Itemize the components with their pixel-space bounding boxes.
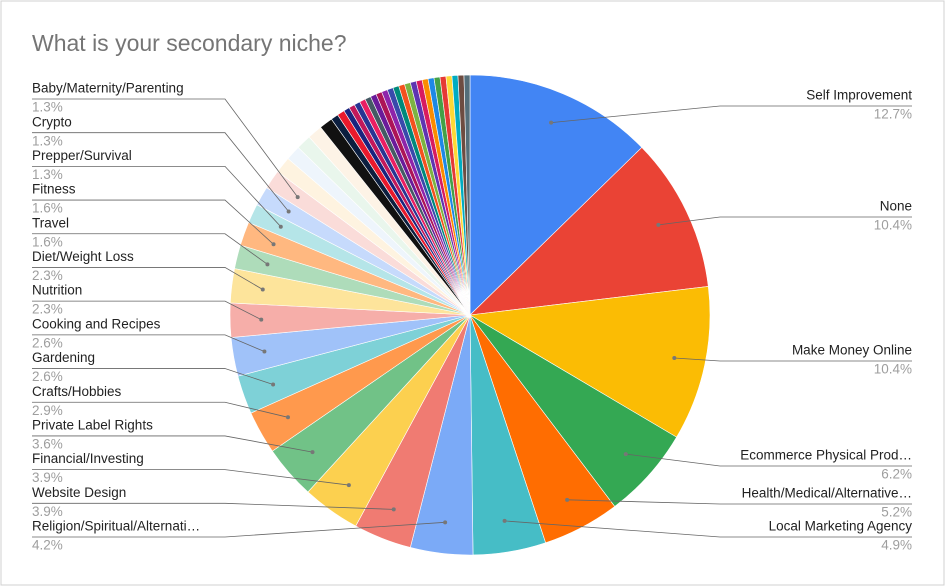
leader-dot <box>656 222 661 227</box>
slice-value-label: 5.2% <box>881 505 912 520</box>
slice-value-label: 10.4% <box>874 362 912 377</box>
slice-value-label: 2.6% <box>32 369 63 384</box>
slice-label: Religion/Spiritual/Alternati… <box>32 519 200 534</box>
slice-value-label: 2.6% <box>32 335 63 350</box>
slice-label: None <box>880 199 912 214</box>
slice-value-label: 12.7% <box>874 107 912 122</box>
slice-value-label: 2.9% <box>32 403 63 418</box>
leader-dot <box>443 520 448 525</box>
pie-slice <box>469 286 711 438</box>
slice-label: Cooking and Recipes <box>32 316 161 331</box>
slice-value-label: 2.3% <box>32 302 63 317</box>
leader-dot <box>346 483 351 488</box>
pie-slice <box>469 147 709 316</box>
slice-label: Make Money Online <box>792 343 912 358</box>
slice-value-label: 1.3% <box>32 167 63 182</box>
leader-line <box>32 267 263 290</box>
leader-dot <box>265 262 270 267</box>
slice-value-label: 4.9% <box>881 538 912 553</box>
pie-slice <box>469 74 643 316</box>
slice-label: Health/Medical/Alternative… <box>742 486 912 501</box>
slice-value-label: 3.6% <box>32 436 63 451</box>
leader-dot <box>623 452 628 457</box>
leader-dot <box>549 120 554 125</box>
leader-line <box>32 300 262 320</box>
leader-line <box>625 453 912 467</box>
slice-value-label: 3.9% <box>32 504 63 519</box>
leader-line <box>567 499 912 505</box>
slice-label: Travel <box>32 215 69 230</box>
slice-label: Crafts/Hobbies <box>32 384 122 399</box>
leader-line <box>32 435 313 453</box>
leader-line <box>32 132 289 212</box>
leader-dot <box>502 518 507 523</box>
slice-value-label: 2.3% <box>32 268 63 283</box>
leader-line <box>32 368 274 385</box>
slice-label: Fitness <box>32 182 76 197</box>
leader-dot <box>391 507 396 512</box>
leader-line <box>504 520 912 538</box>
leader-dot <box>285 415 290 420</box>
leader-dot <box>286 209 291 214</box>
chart-title: What is your secondary niche? <box>32 30 347 56</box>
slice-value-label: 3.9% <box>32 470 63 485</box>
slice-value-label: 1.3% <box>32 133 63 148</box>
slice-label: Nutrition <box>32 283 82 298</box>
slice-label: Diet/Weight Loss <box>32 249 134 264</box>
slice-value-label: 10.4% <box>874 218 912 233</box>
leader-line <box>32 98 298 198</box>
leader-line <box>551 105 912 123</box>
leader-dot <box>295 195 300 200</box>
slice-label: Website Design <box>32 485 126 500</box>
slice-label: Ecommerce Physical Prod… <box>740 448 912 463</box>
leader-line <box>674 357 912 362</box>
slice-value-label: 1.3% <box>32 100 63 115</box>
leader-dot <box>259 317 264 322</box>
leader-dot <box>262 349 267 354</box>
slice-value-label: 1.6% <box>32 201 63 216</box>
leader-dot <box>271 382 276 387</box>
slice-value-label: 4.2% <box>32 538 63 553</box>
slice-label: Private Label Rights <box>32 417 153 432</box>
leader-dot <box>565 497 570 502</box>
leader-dot <box>672 355 677 360</box>
slice-label: Financial/Investing <box>32 451 144 466</box>
slice-label: Self Improvement <box>806 88 912 103</box>
leader-line <box>32 334 265 352</box>
slice-label: Local Marketing Agency <box>769 519 913 534</box>
leader-line <box>32 469 349 486</box>
slice-label: Prepper/Survival <box>32 148 132 163</box>
leader-line <box>32 401 289 418</box>
slice-label: Baby/Maternity/Parenting <box>32 81 184 96</box>
leader-line <box>32 502 394 510</box>
leader-dot <box>260 287 265 292</box>
leader-dot <box>278 224 283 229</box>
leader-dot <box>310 450 315 455</box>
leader-line <box>32 199 274 245</box>
leader-line <box>32 233 268 265</box>
slice-value-label: 6.2% <box>881 467 912 482</box>
leader-line <box>32 521 446 538</box>
pie-slice <box>463 74 471 316</box>
slice-label: Gardening <box>32 350 95 365</box>
leader-line <box>32 165 282 227</box>
leader-dot <box>271 242 276 247</box>
slice-value-label: 1.6% <box>32 234 63 249</box>
leader-line <box>658 216 912 226</box>
slice-label: Crypto <box>32 114 72 129</box>
